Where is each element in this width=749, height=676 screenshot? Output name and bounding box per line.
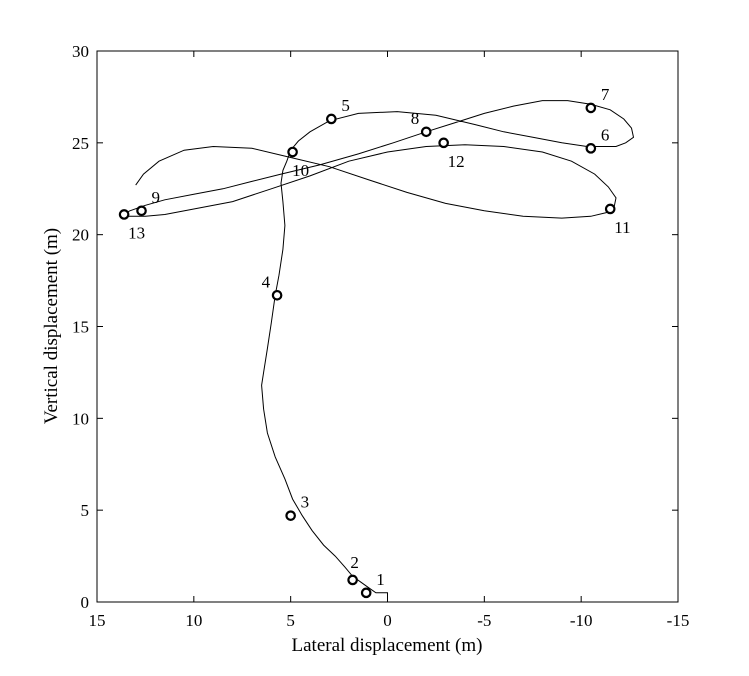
trajectory-line [120, 100, 635, 599]
y-axis-label: Vertical displacement (m) [41, 228, 62, 424]
x-tick-label: 15 [89, 611, 106, 630]
x-axis-label: Lateral displacement (m) [292, 635, 483, 656]
x-tick-label: 0 [383, 611, 392, 630]
x-tick-label: 5 [286, 611, 295, 630]
marker-label-12: 12 [448, 152, 465, 171]
marker-8 [420, 126, 432, 138]
y-tick-label: 20 [72, 226, 89, 245]
marker-4 [271, 289, 283, 301]
marker-3 [285, 510, 296, 521]
x-tick-label: -5 [477, 611, 491, 630]
marker-5 [326, 113, 337, 125]
plot-area [96, 50, 679, 603]
x-tick-label: -10 [570, 611, 593, 630]
marker-11 [604, 203, 616, 215]
marker-13 [118, 209, 130, 220]
y-tick-label: 0 [81, 593, 90, 612]
y-tick-label: 30 [72, 42, 89, 61]
marker-label-2: 2 [350, 553, 359, 572]
x-tick-label: -15 [667, 611, 690, 630]
marker-label-4: 4 [262, 272, 271, 291]
marker-label-3: 3 [301, 493, 310, 512]
marker-2 [347, 574, 358, 586]
marker-label-1: 1 [376, 570, 385, 589]
marker-label-7: 7 [601, 85, 610, 104]
marker-label-10: 10 [292, 161, 309, 180]
x-tick-label: 10 [185, 611, 202, 630]
y-tick-label: 10 [72, 409, 89, 428]
marker-label-13: 13 [128, 223, 145, 242]
marker-9 [136, 205, 147, 217]
x-axis-ticks: 15 10 5 0 -5 -10 -15 [89, 51, 690, 630]
marker-label-5: 5 [341, 96, 350, 115]
marker-10 [287, 146, 298, 158]
marker-7 [585, 102, 597, 114]
markers-group [118, 102, 616, 599]
marker-label-6: 6 [601, 125, 610, 144]
marker-label-11: 11 [614, 218, 630, 237]
marker-6 [585, 143, 597, 154]
y-tick-label: 15 [72, 318, 89, 337]
marker-12 [438, 137, 449, 149]
y-tick-label: 5 [81, 501, 90, 520]
marker-label-9: 9 [152, 188, 161, 207]
marker-1 [360, 587, 372, 599]
y-tick-label: 25 [72, 134, 89, 153]
marker-label-8: 8 [411, 109, 420, 128]
